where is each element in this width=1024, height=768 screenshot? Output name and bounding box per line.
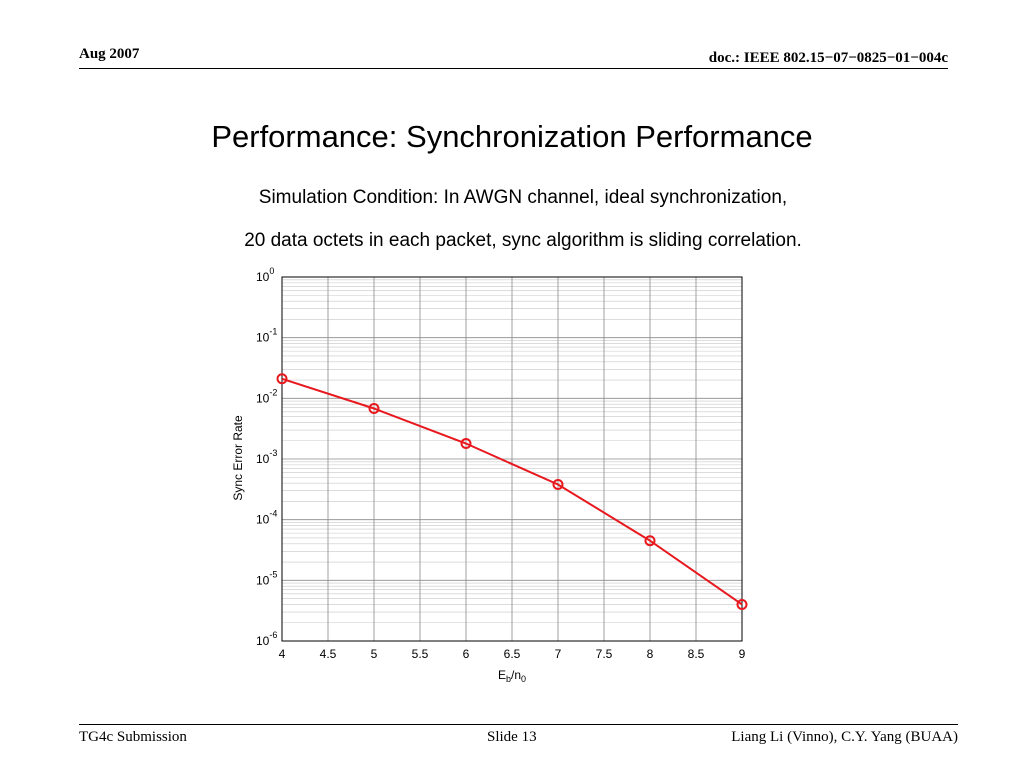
y-tick-label: 10-5	[256, 569, 277, 587]
y-tick-label: 100	[256, 266, 274, 284]
plot-frame	[281, 276, 743, 642]
x-tick-label: 8.5	[688, 647, 705, 661]
x-axis-label: Eb/n0	[498, 668, 526, 684]
x-axis-label-sub-0: 0	[521, 674, 526, 684]
y-tick-label: 10-6	[256, 630, 277, 648]
data-point-marker	[368, 402, 380, 414]
y-tick-exponent: -4	[269, 509, 277, 519]
y-tick-exponent: -2	[269, 387, 277, 397]
x-axis-label-main: E	[498, 668, 506, 682]
y-tick-base: 10	[256, 452, 270, 466]
series-group	[276, 373, 748, 610]
header-rule	[79, 68, 948, 69]
slide-subtitle-line-1: Simulation Condition: In AWGN channel, i…	[258, 187, 788, 208]
data-point-marker	[276, 373, 288, 385]
x-tick-label: 6	[463, 647, 470, 661]
y-tick-exponent: -6	[269, 630, 277, 640]
footer-authors: Liang Li (Vinno), C.Y. Yang (BUAA)	[731, 729, 958, 745]
y-tick-exponent: -5	[269, 569, 277, 579]
x-tick-label: 7	[555, 647, 562, 661]
y-tick-base: 10	[256, 573, 270, 587]
x-tick-labels: 4 4.5 5 5.5 6 6.5 7 7.5 8 8.5 9	[279, 647, 746, 661]
x-axis-label-mid: /n	[511, 668, 521, 682]
data-point-marker	[552, 478, 564, 490]
y-tick-base: 10	[256, 634, 270, 648]
x-tick-label: 6.5	[504, 647, 521, 661]
x-tick-label: 9	[739, 647, 746, 661]
series-line	[281, 377, 743, 606]
y-tick-label: 10-4	[256, 509, 277, 527]
x-tick-label: 4.5	[320, 647, 337, 661]
y-tick-exponent: -1	[269, 327, 277, 337]
y-tick-exponent: -3	[269, 448, 277, 458]
footer-slide-number: Slide 13	[487, 729, 537, 745]
x-axis-label-sub-b: b	[506, 674, 511, 684]
x-tick-label: 7.5	[596, 647, 613, 661]
footer-left: TG4c Submission	[79, 729, 187, 745]
y-tick-base: 10	[256, 270, 270, 284]
y-tick-base: 10	[256, 513, 270, 527]
x-tick-label: 8	[647, 647, 654, 661]
x-tick-label: 5	[371, 647, 378, 661]
footer-rule	[79, 724, 958, 725]
x-tick-label: 5.5	[412, 647, 429, 661]
y-tick-base: 10	[256, 331, 270, 345]
data-point-marker	[736, 598, 748, 610]
y-tick-label: 10-2	[256, 387, 277, 405]
y-tick-exponent: 0	[269, 266, 274, 276]
header-date: Aug 2007	[79, 46, 140, 62]
y-tick-base: 10	[256, 391, 270, 405]
y-tick-label: 10-1	[256, 327, 277, 345]
y-axis-label: Sync Error Rate	[231, 415, 245, 501]
header-doc-id: doc.: IEEE 802.15−07−0825−01−004c	[708, 50, 948, 66]
slide-title: Performance: Synchronization Performance	[211, 119, 813, 154]
data-point-marker	[460, 438, 472, 450]
slide-subtitle-line-2: 20 data octets in each packet, sync algo…	[244, 230, 802, 251]
data-point-marker	[644, 535, 656, 547]
y-tick-label: 10-3	[256, 448, 277, 466]
x-tick-label: 4	[279, 647, 286, 661]
